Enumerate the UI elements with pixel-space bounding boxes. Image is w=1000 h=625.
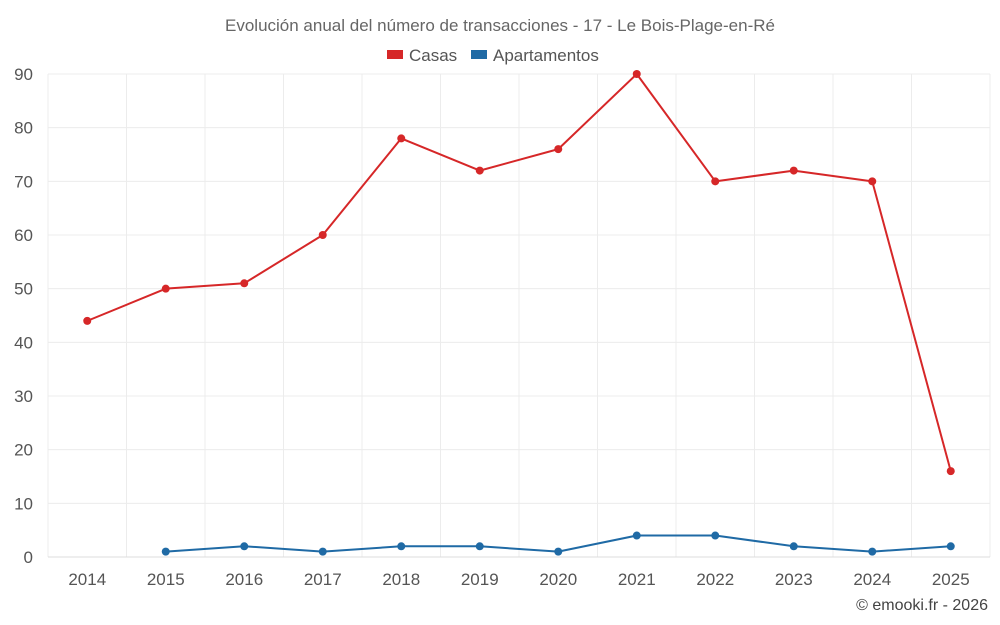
data-point-apartamentos[interactable]	[475, 542, 484, 551]
data-point-apartamentos[interactable]	[868, 547, 877, 556]
data-point-casas[interactable]	[868, 177, 877, 186]
y-axis: 0 10 20 30 40 50 60 70 80 90	[14, 65, 33, 567]
x-tick-label: 2022	[696, 570, 734, 589]
x-tick-label: 2019	[461, 570, 499, 589]
y-tick-label: 60	[14, 226, 33, 245]
data-point-casas[interactable]	[946, 467, 955, 476]
legend-swatch-apartamentos[interactable]	[471, 50, 487, 59]
data-point-casas[interactable]	[83, 316, 92, 325]
data-point-apartamentos[interactable]	[789, 542, 798, 551]
credit-text: © emooki.fr - 2026	[856, 597, 988, 614]
x-tick-label: 2021	[618, 570, 656, 589]
data-point-apartamentos[interactable]	[554, 547, 563, 556]
data-point-casas[interactable]	[397, 134, 406, 143]
y-tick-label: 80	[14, 119, 33, 138]
y-tick-label: 90	[14, 65, 33, 84]
x-tick-label: 2016	[225, 570, 263, 589]
data-point-casas[interactable]	[554, 145, 563, 154]
legend-label-casas[interactable]: Casas	[409, 46, 457, 65]
legend: Casas Apartamentos	[387, 46, 599, 65]
x-tick-label: 2014	[68, 570, 106, 589]
x-tick-label: 2020	[539, 570, 577, 589]
x-axis: 2014 2015 2016 2017 2018 2019 2020 2021 2022 2023…	[68, 570, 969, 589]
legend-swatch-casas[interactable]	[387, 50, 403, 59]
y-tick-label: 0	[24, 548, 33, 567]
chart-title: Evolución anual del número de transaccio…	[225, 16, 775, 35]
data-point-casas[interactable]	[475, 166, 484, 175]
data-point-apartamentos[interactable]	[946, 542, 955, 551]
data-point-casas[interactable]	[789, 166, 798, 175]
data-point-apartamentos[interactable]	[318, 547, 327, 556]
y-tick-label: 70	[14, 172, 33, 191]
y-tick-label: 40	[14, 333, 33, 352]
legend-label-apartamentos[interactable]: Apartamentos	[493, 46, 599, 65]
data-point-casas[interactable]	[632, 70, 641, 78]
data-point-casas[interactable]	[318, 231, 327, 239]
data-point-apartamentos[interactable]	[397, 542, 406, 551]
y-tick-label: 50	[14, 280, 33, 299]
data-point-apartamentos[interactable]	[711, 531, 720, 540]
series	[83, 70, 955, 556]
data-point-apartamentos[interactable]	[161, 547, 170, 556]
x-tick-label: 2023	[775, 570, 813, 589]
y-tick-label: 20	[14, 441, 33, 460]
y-tick-label: 10	[14, 494, 33, 513]
x-tick-label: 2018	[382, 570, 420, 589]
y-tick-label: 30	[14, 387, 33, 406]
grid	[47, 73, 991, 558]
data-point-casas[interactable]	[161, 284, 170, 293]
x-tick-label: 2017	[304, 570, 342, 589]
x-tick-label: 2025	[932, 570, 970, 589]
x-tick-label: 2024	[853, 570, 891, 589]
series-line-casas	[86, 73, 952, 472]
data-point-casas[interactable]	[240, 279, 249, 288]
x-tick-label: 2015	[147, 570, 185, 589]
data-point-apartamentos[interactable]	[240, 542, 249, 551]
data-point-apartamentos[interactable]	[632, 531, 641, 540]
data-point-casas[interactable]	[711, 177, 720, 186]
